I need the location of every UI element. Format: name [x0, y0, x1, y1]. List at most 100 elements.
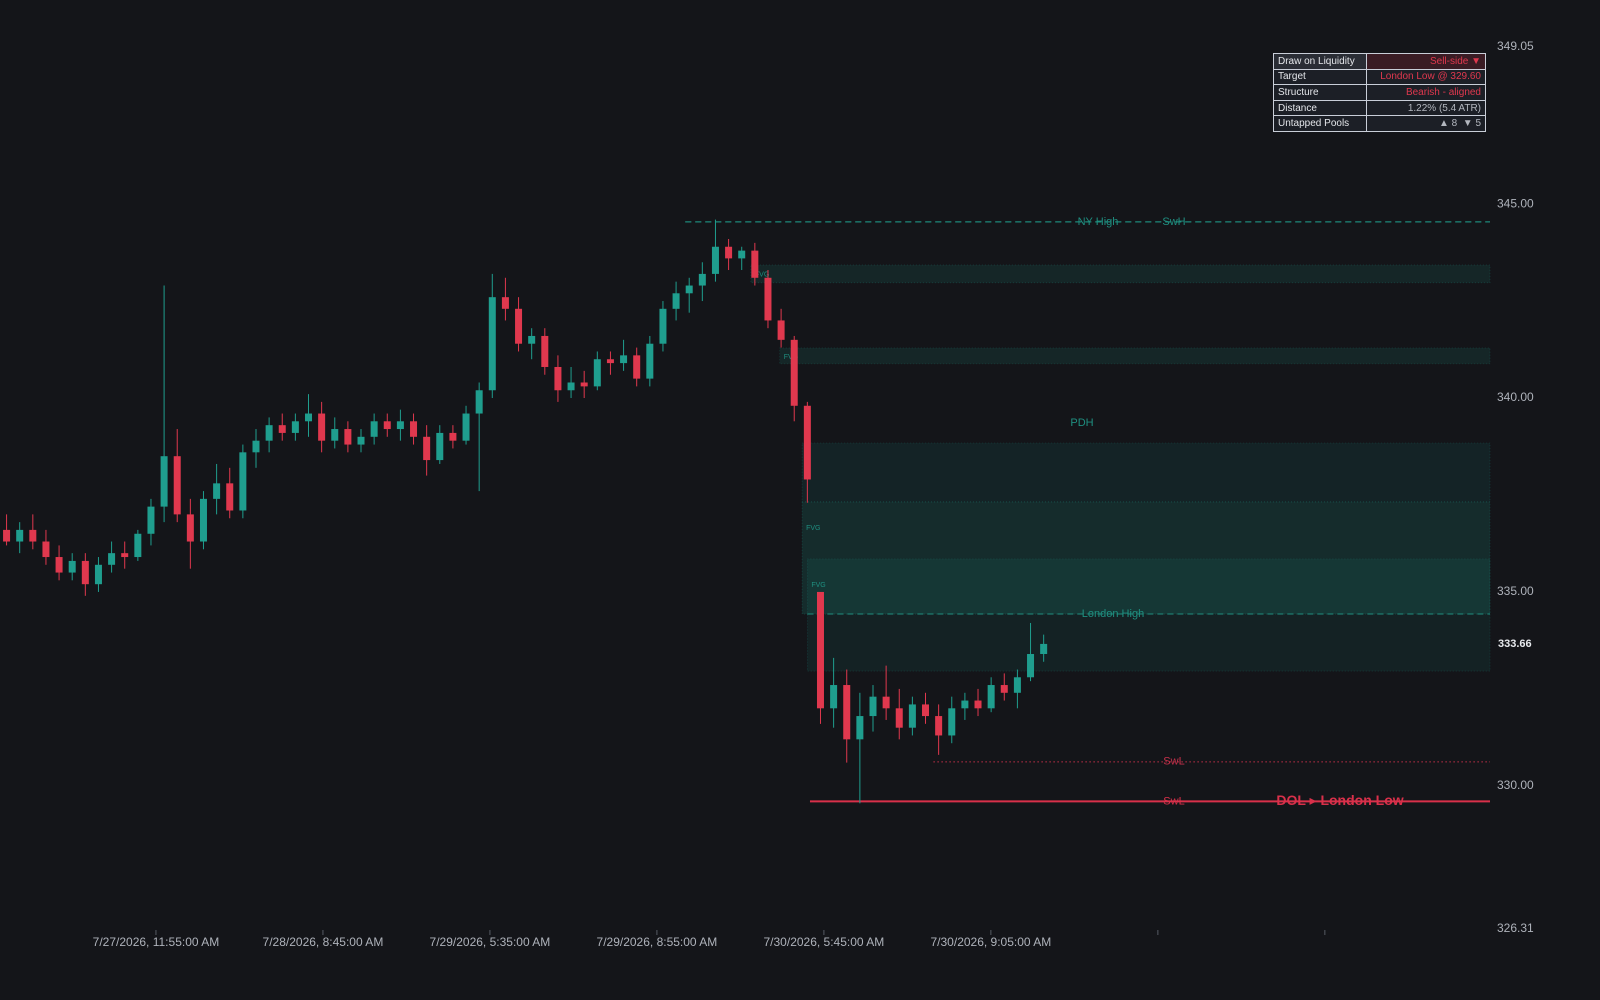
- annotation: DOL ▸ London Low: [1276, 792, 1403, 808]
- y-tick-label: 326.31: [1497, 921, 1534, 935]
- zone: [801, 501, 1491, 615]
- zone: [750, 264, 1491, 284]
- panel-key: Structure: [1273, 84, 1367, 101]
- zone-label: FVG: [806, 525, 820, 532]
- candle-body: [501, 297, 509, 309]
- candle-body: [856, 716, 864, 740]
- candle-body: [396, 421, 404, 430]
- zone-label: FVG: [755, 272, 769, 279]
- candle-body: [869, 696, 877, 717]
- candle-body: [541, 335, 549, 367]
- y-tick-label: 330.00: [1497, 778, 1534, 792]
- candle-body: [974, 700, 982, 709]
- y-tick-label: 340.00: [1497, 390, 1534, 404]
- x-tick-label: 7/28/2026, 8:45:00 AM: [263, 935, 384, 949]
- candle-body: [108, 553, 116, 565]
- candle-body: [685, 285, 693, 294]
- candle-body: [331, 429, 339, 441]
- candle-body: [1040, 643, 1048, 655]
- candle-body: [580, 382, 588, 387]
- x-tick-label: 7/30/2026, 5:45:00 AM: [764, 935, 885, 949]
- candle-body: [423, 436, 431, 461]
- candle-body: [121, 553, 129, 558]
- candle-body: [226, 483, 234, 511]
- candle-body: [147, 506, 155, 534]
- panel-row: Distance 1.22% (5.4 ATR): [1273, 99, 1487, 117]
- x-tick-label: 7/30/2026, 9:05:00 AM: [931, 935, 1052, 949]
- x-tick-label: 7/29/2026, 5:35:00 AM: [430, 935, 551, 949]
- zone-label: FVG: [811, 582, 825, 589]
- candle-body: [672, 293, 680, 309]
- candle-body: [816, 591, 824, 709]
- x-tick-label: 7/27/2026, 11:55:00 AM: [93, 935, 220, 949]
- y-tick-label: 335.00: [1497, 584, 1534, 598]
- panel-value: Sell-side ▼: [1365, 53, 1487, 70]
- zone: [801, 442, 1491, 503]
- panel-value: ▲ 8 ▼ 5: [1365, 115, 1487, 132]
- candle-body: [68, 560, 76, 573]
- candle-body: [620, 355, 628, 364]
- candle-body: [698, 273, 706, 286]
- candle-body: [29, 529, 37, 542]
- candle-body: [790, 339, 798, 406]
- candle-body: [173, 456, 181, 515]
- zone: [807, 558, 1491, 672]
- candle-body: [738, 250, 746, 259]
- candle-body: [659, 308, 667, 344]
- level-label: London High: [1082, 608, 1144, 620]
- candle-body: [278, 425, 286, 433]
- candle-body: [830, 685, 838, 709]
- candle-body: [81, 560, 89, 585]
- candle-body: [843, 685, 851, 740]
- candle-body: [436, 432, 444, 461]
- candle-body: [160, 456, 168, 507]
- panel-value: London Low @ 329.60: [1365, 68, 1487, 86]
- level-label: SwL: [1163, 756, 1184, 768]
- candle-body: [1013, 677, 1021, 693]
- candle-body: [633, 355, 641, 379]
- candle-body: [357, 436, 365, 445]
- last-price-label: 333.66: [1498, 638, 1532, 650]
- info-panel: Draw on Liquidity Sell-side ▼ Target Londo…: [1273, 53, 1487, 132]
- candle-body: [554, 366, 562, 391]
- panel-key: Distance: [1273, 99, 1367, 117]
- candle-body: [370, 421, 378, 437]
- candle-body: [134, 533, 142, 558]
- y-tick-label: 345.00: [1497, 196, 1534, 210]
- candle-body: [987, 685, 995, 709]
- candle-body: [895, 708, 903, 728]
- zone: [779, 347, 1491, 365]
- panel-row: Untapped Pools ▲ 8 ▼ 5: [1273, 115, 1487, 132]
- candle-body: [94, 564, 102, 585]
- candle-body: [711, 246, 719, 274]
- candle-body: [383, 421, 391, 430]
- candle-body: [239, 452, 247, 511]
- candle-body: [488, 297, 496, 391]
- candle-body: [948, 708, 956, 736]
- candle-body: [199, 498, 207, 542]
- candle-body: [55, 557, 63, 573]
- panel-row: Target London Low @ 329.60: [1273, 68, 1487, 86]
- candle-body: [725, 246, 733, 259]
- candle-body: [318, 413, 326, 441]
- panel-key: Untapped Pools: [1273, 115, 1367, 132]
- x-tick-label: 7/29/2026, 8:55:00 AM: [597, 935, 718, 949]
- candle-body: [410, 421, 418, 437]
- candle-body: [646, 343, 654, 379]
- candle-body: [803, 405, 811, 480]
- candle-body: [961, 700, 969, 709]
- candle-body: [1000, 685, 1008, 693]
- panel-row: Draw on Liquidity Sell-side ▼: [1273, 53, 1487, 70]
- panel-value: Bearish - aligned: [1365, 84, 1487, 101]
- level-label: SwH: [1162, 216, 1185, 228]
- candle-body: [922, 704, 930, 717]
- candle-body: [606, 359, 614, 364]
- panel-value: 1.22% (5.4 ATR): [1365, 99, 1487, 117]
- candle-body: [777, 320, 785, 340]
- candle-body: [528, 335, 536, 344]
- candle-body: [935, 716, 943, 736]
- level-label: SwL: [1163, 795, 1184, 807]
- candle-body: [265, 425, 273, 441]
- candle-body: [515, 308, 523, 344]
